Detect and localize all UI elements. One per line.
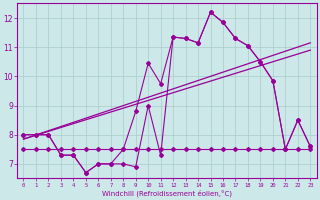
X-axis label: Windchill (Refroidissement éolien,°C): Windchill (Refroidissement éolien,°C) <box>102 189 232 197</box>
